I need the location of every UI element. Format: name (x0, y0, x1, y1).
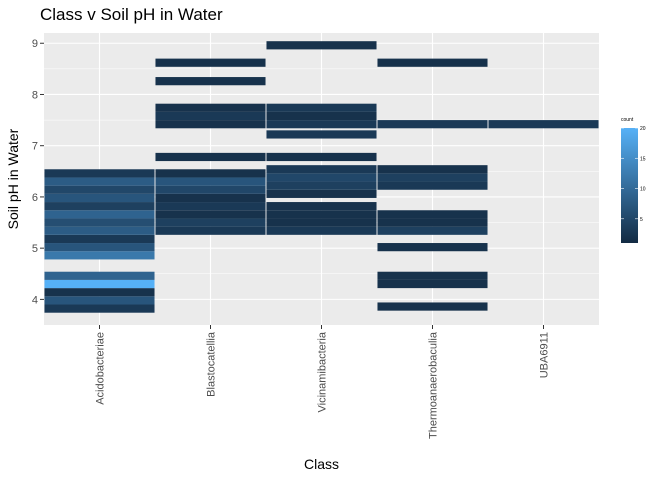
color-legend: count 5 10 15 20 (621, 117, 646, 243)
x-tick-label: Vicinamibacteria (317, 331, 329, 412)
heatmap-tile (155, 77, 266, 86)
heatmap-tile (155, 193, 266, 203)
heatmap-tile (266, 103, 377, 112)
heatmap-tile (266, 120, 377, 129)
legend-tick-label: 5 (640, 217, 643, 223)
heatmap-tile (377, 279, 488, 289)
heatmap-tile (377, 218, 488, 227)
x-tick-label: Blastocatellia (206, 331, 218, 397)
heatmap-tile (155, 185, 266, 194)
y-axis-title: Soil pH in Water (5, 128, 21, 229)
heatmap-tile (44, 193, 155, 203)
heatmap-tile (266, 130, 377, 139)
legend-colorbar (621, 128, 638, 243)
heatmap-tile (44, 251, 155, 260)
heatmap-tile (266, 202, 377, 211)
heatmap-tile (44, 296, 155, 305)
heatmap-tile (155, 218, 266, 227)
heatmap-tile (266, 218, 377, 227)
heatmap-tile (44, 234, 155, 244)
heatmap-tile (266, 111, 377, 121)
heatmap-tile (44, 210, 155, 219)
y-tick-label: 8 (32, 89, 38, 101)
heatmap-tile (377, 226, 488, 235)
heatmap-tile (266, 189, 377, 198)
heatmap-tiles (44, 41, 599, 313)
heatmap-tile (377, 271, 488, 280)
heatmap-tile (44, 304, 155, 313)
heatmap-tile (377, 120, 488, 129)
heatmap-tile (44, 185, 155, 194)
heatmap-tile (155, 152, 266, 162)
heatmap-tile (266, 226, 377, 235)
legend-title: count (621, 117, 634, 123)
heatmap-tile (44, 243, 155, 252)
x-tick-label: Acidobacteriae (95, 332, 107, 405)
heatmap-tile (377, 181, 488, 190)
heatmap-tile (266, 173, 377, 182)
heatmap-tile (155, 169, 266, 178)
heatmap-tile (155, 177, 266, 186)
heatmap-tile (377, 243, 488, 252)
heatmap-tile (488, 120, 599, 129)
heatmap-tile (44, 177, 155, 186)
heatmap-tile (155, 103, 266, 112)
heatmap-tile (266, 41, 377, 50)
x-tick-label: UBA6911 (539, 332, 551, 378)
heatmap-tile (377, 173, 488, 182)
x-axis: Acidobacteriae Blastocatellia Vicinamibact… (95, 325, 551, 439)
y-tick-label: 7 (32, 141, 38, 153)
heatmap-tile (44, 218, 155, 227)
heatmap-tile (266, 152, 377, 162)
legend-tick-label: 15 (640, 156, 646, 162)
y-tick-label: 5 (32, 243, 38, 255)
heatmap-tile (266, 181, 377, 190)
heatmap-tile (44, 288, 155, 297)
heatmap-tile (44, 202, 155, 211)
legend-tick-label: 10 (640, 187, 646, 193)
heatmap-tile (266, 165, 377, 174)
heatmap-tile (44, 226, 155, 235)
heatmap-tile (377, 210, 488, 219)
heatmap-tile (377, 302, 488, 311)
heatmap-tile (44, 169, 155, 178)
heatmap-tile (155, 120, 266, 129)
heatmap-tile (155, 58, 266, 67)
heatmap-tile (155, 202, 266, 211)
x-tick-label: Thermoanaerobaculia (428, 331, 440, 439)
x-axis-title: Class (304, 456, 339, 472)
heatmap-tile (155, 210, 266, 219)
legend-ticks: 5 10 15 20 (621, 126, 646, 223)
y-tick-label: 6 (32, 192, 38, 204)
heatmap-tile (44, 279, 155, 289)
heatmap-tile (266, 210, 377, 219)
heatmap-tile (155, 111, 266, 121)
heatmap-tile (377, 58, 488, 67)
legend-tick-label: 20 (640, 126, 646, 132)
chart-title: Class v Soil pH in Water (40, 5, 223, 24)
heatmap-tile (155, 226, 266, 235)
y-axis: 4 5 6 7 8 9 (32, 38, 44, 306)
heatmap-tile (44, 271, 155, 280)
heatmap-tile (377, 165, 488, 174)
y-tick-label: 9 (32, 38, 38, 50)
y-tick-label: 4 (32, 294, 38, 306)
